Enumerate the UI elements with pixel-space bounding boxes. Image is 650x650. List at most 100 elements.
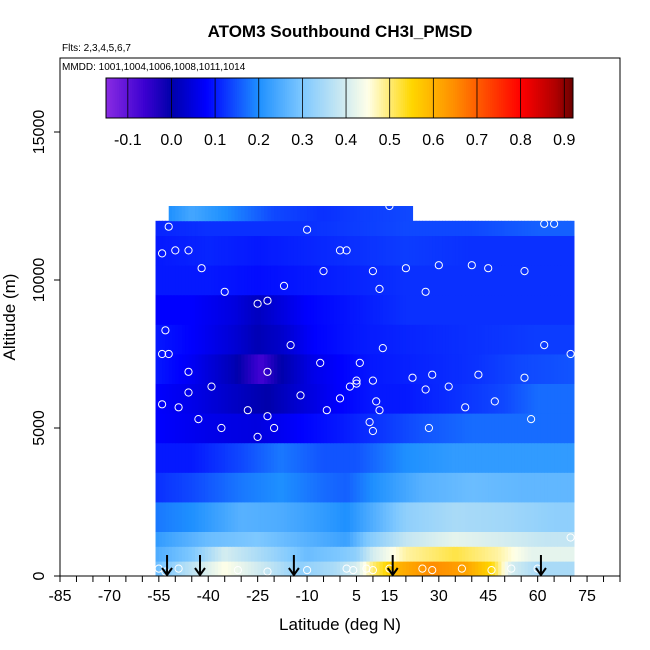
heatmap-cell xyxy=(405,265,410,296)
colorbar-swatch xyxy=(260,78,264,118)
heatmap-cell xyxy=(445,354,450,384)
heatmap-cell xyxy=(366,354,371,384)
heatmap-cell xyxy=(498,294,503,325)
heatmap-cell xyxy=(508,531,512,547)
heatmap-cell xyxy=(478,413,483,444)
heatmap-cell xyxy=(540,531,545,547)
colorbar-swatch xyxy=(293,78,297,118)
heatmap-cell xyxy=(353,294,358,325)
heatmap-cell xyxy=(554,324,559,355)
heatmap-cell xyxy=(155,294,160,325)
colorbar-swatch xyxy=(223,78,227,118)
heatmap-cell xyxy=(195,442,199,473)
heatmap-cell xyxy=(254,413,259,444)
heatmap-cell xyxy=(172,531,176,547)
heatmap-cell xyxy=(274,354,279,384)
heatmap-cell xyxy=(481,324,486,355)
heatmap-cell xyxy=(527,442,532,473)
colorbar-swatch xyxy=(520,78,524,118)
heatmap-cell xyxy=(290,472,295,503)
heatmap-cell xyxy=(534,472,539,503)
colorbar-swatch xyxy=(457,78,461,118)
colorbar-swatch xyxy=(479,78,482,118)
heatmap-cell xyxy=(234,235,239,266)
heatmap-cell xyxy=(435,413,440,444)
heatmap-cell xyxy=(264,502,269,532)
heatmap-cell xyxy=(310,206,315,222)
heatmap-cell xyxy=(521,265,526,296)
heatmap-cell xyxy=(366,531,371,547)
heatmap-cell xyxy=(372,294,377,325)
heatmap-cell xyxy=(349,561,354,577)
heatmap-cell xyxy=(534,502,539,532)
heatmap-cell xyxy=(303,561,308,577)
colorbar-swatch xyxy=(378,78,382,118)
heatmap-cell xyxy=(247,206,252,222)
heatmap-cell xyxy=(244,472,249,503)
heatmap-cell xyxy=(396,354,400,384)
heatmap-cell xyxy=(537,531,542,547)
sample-point xyxy=(474,370,483,379)
heatmap-cell xyxy=(419,265,423,296)
heatmap-cell xyxy=(191,383,196,414)
heatmap-cell xyxy=(415,220,420,236)
heatmap-cell xyxy=(415,294,420,325)
colorbar-swatch xyxy=(402,78,406,118)
heatmap-cell xyxy=(399,546,404,562)
heatmap-cell xyxy=(297,472,302,503)
heatmap-cell xyxy=(531,294,535,325)
sample-point xyxy=(428,370,437,379)
heatmap-cell xyxy=(181,265,186,296)
heatmap-cell xyxy=(544,235,549,266)
heatmap-cell xyxy=(422,324,427,355)
heatmap-cell xyxy=(257,235,262,266)
heatmap-cell xyxy=(195,294,199,325)
colorbar-swatch xyxy=(555,78,559,118)
heatmap-cell xyxy=(303,324,308,355)
heatmap-cell xyxy=(343,531,348,547)
heatmap-cell xyxy=(550,354,555,384)
heatmap-cell xyxy=(277,294,282,325)
heatmap-cell xyxy=(517,472,522,503)
heatmap-cell xyxy=(343,383,348,414)
sample-point xyxy=(457,564,466,573)
heatmap-cell xyxy=(336,413,341,444)
heatmap-cell xyxy=(310,220,315,236)
heatmap-cell xyxy=(208,383,213,414)
heatmap-cell xyxy=(270,546,275,562)
heatmap-cell xyxy=(178,235,183,266)
heatmap-cell xyxy=(201,206,206,222)
x-axis: -85 -70 -55 -40 -25 -10 5 15 30 45 60 75 xyxy=(48,576,621,605)
heatmap-cell xyxy=(211,235,216,266)
heatmap-cell xyxy=(211,265,216,296)
heatmap-cell xyxy=(419,442,423,473)
colorbar-swatch xyxy=(400,78,404,118)
heatmap-cell xyxy=(564,220,568,236)
heatmap-cell xyxy=(310,472,315,503)
heatmap-cell xyxy=(488,294,493,325)
heatmap-cell xyxy=(366,383,371,414)
heatmap-cell xyxy=(379,354,384,384)
heatmap-cell xyxy=(195,413,199,444)
colorbar-swatch xyxy=(542,78,546,118)
colorbar-swatch xyxy=(269,78,273,118)
colorbar-grid xyxy=(106,78,574,118)
heatmap-cell xyxy=(527,502,532,532)
heatmap-cell xyxy=(412,442,417,473)
heatmap-cell xyxy=(498,472,503,503)
heatmap-cell xyxy=(293,235,298,266)
heatmap-cell xyxy=(402,472,407,503)
heatmap-cell xyxy=(224,206,229,222)
heatmap-cell xyxy=(524,324,529,355)
heatmap-cell xyxy=(409,294,414,325)
heatmap-cell xyxy=(191,206,196,222)
heatmap-cell xyxy=(316,220,321,236)
heatmap-cell xyxy=(389,413,394,444)
heatmap-cell xyxy=(511,324,516,355)
heatmap-cell xyxy=(264,442,269,473)
sample-point xyxy=(378,344,387,353)
heatmap-cell xyxy=(475,265,479,296)
heatmap-cell xyxy=(445,265,450,296)
heatmap-cell xyxy=(488,354,493,384)
heatmap-cell xyxy=(237,294,242,325)
